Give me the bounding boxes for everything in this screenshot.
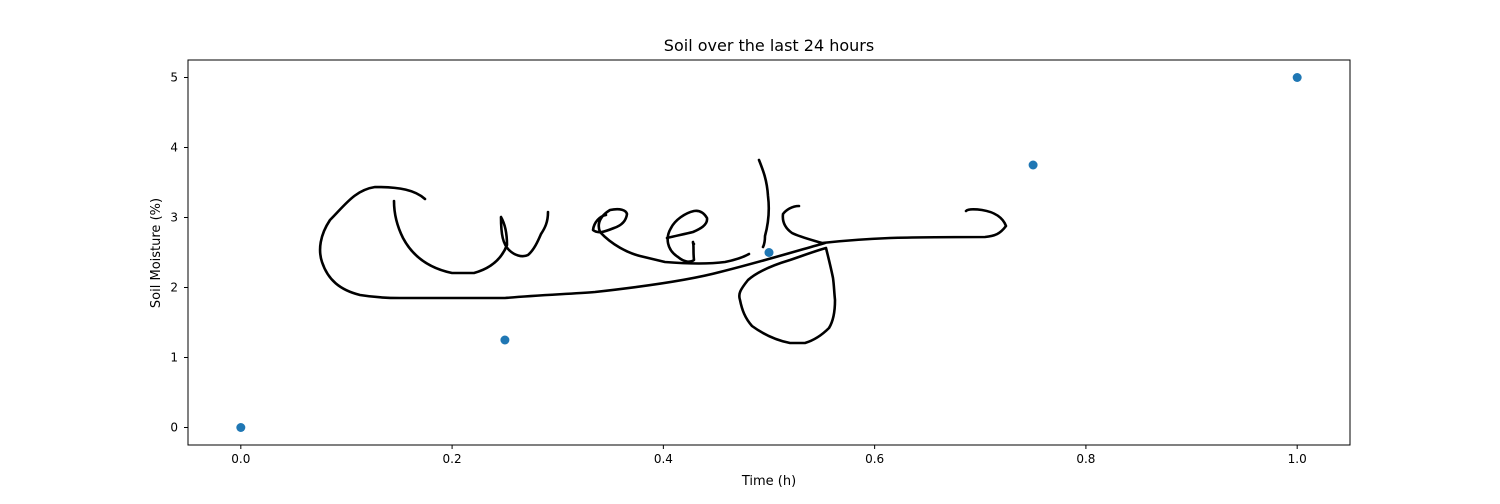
handwritten-signature [318,158,1008,345]
data-point [764,248,774,257]
y-tick-label: 5 [170,71,178,85]
y-tick-label: 0 [170,421,178,435]
x-axis-ticks: 0.0 0.2 0.4 0.6 0.8 1.0 [231,445,1307,466]
y-axis-ticks: 0 1 2 3 4 5 [170,71,188,435]
x-axis-label: Time (h) [741,474,796,489]
y-tick-label: 1 [170,351,178,365]
signature-stroke-loop [737,158,837,345]
y-tick-label: 3 [170,211,178,225]
signature-stroke-e1 [591,207,751,265]
y-axis-label: Soil Moisture (%) [149,198,164,308]
signature-stroke-dot [691,241,696,246]
signature-stroke-u [392,199,550,275]
x-tick-label: 0.0 [231,452,250,466]
data-point [236,423,246,432]
data-point [1028,160,1038,170]
chart-title: Soil over the last 24 hours [664,36,874,55]
y-tick-label: 4 [170,141,178,155]
plot-frame [187,59,1351,446]
x-tick-label: 0.8 [1076,452,1095,466]
data-point [1292,73,1302,82]
y-tick-label: 2 [170,281,178,295]
signature-stroke-tail [781,204,1008,245]
x-tick-label: 0.6 [865,452,884,466]
data-point [500,335,510,345]
x-tick-label: 1.0 [1288,452,1307,466]
data-points [236,73,1302,432]
signature-stroke-main [318,185,827,300]
x-tick-label: 0.4 [654,452,673,466]
signature-stroke-e2 [665,209,709,263]
x-tick-label: 0.2 [443,452,462,466]
